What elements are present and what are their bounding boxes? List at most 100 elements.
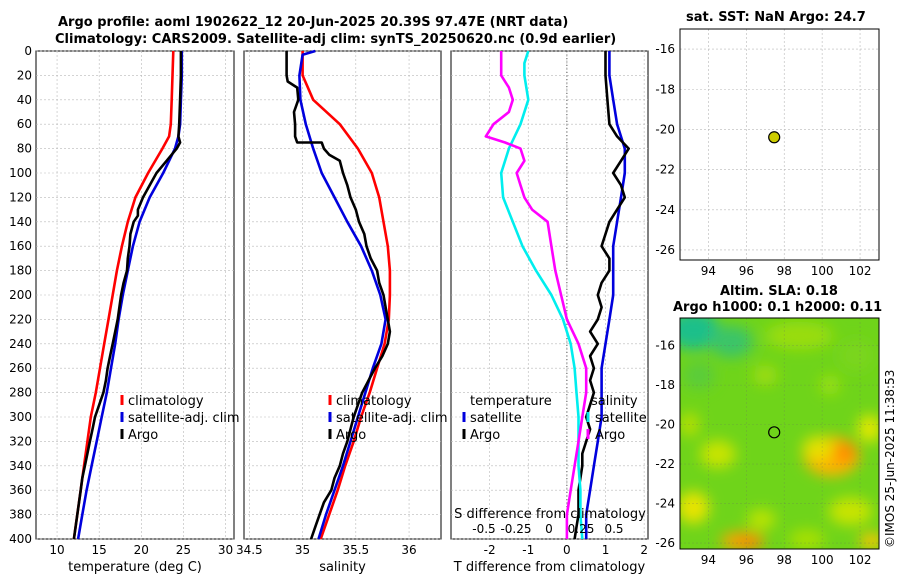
y-tick-label: -22 [655,163,675,177]
x-tick-label: 98 [777,264,792,278]
sla-blob [699,440,736,469]
x-tick-label: 94 [701,553,716,567]
x-tick-label: 94 [701,264,716,278]
y-tick-label: 140 [9,215,32,229]
s-tick-label: 0.25 [568,522,595,536]
y-tick-label: 380 [9,508,32,522]
map-frame [679,28,880,261]
y-tick-label: -22 [655,457,675,471]
y-tick-label: 40 [17,93,32,107]
legend-label: climatology [336,394,412,409]
panel-temperature: 0 20 40 60 80 100 120 140 160 180 200 220 240 260 280 3… [9,44,240,575]
s-tick-label: -0.25 [500,522,531,536]
s-axis-label: S difference from climatology [454,507,646,522]
legend-title: temperature [470,394,552,409]
legend-label: climatology [128,394,204,409]
y-tick-label: -16 [655,339,675,353]
y-tick-label: 300 [9,410,32,424]
y-tick-label: 320 [9,434,32,448]
sla-blob [859,533,879,549]
timestamp-stamp: ©IMOS 25-Jun-2025 11:38:53 [883,370,897,548]
series-line-s-argo [484,51,588,539]
x-tick-label: 98 [777,553,792,567]
series-line-satellite-adj-clim [298,49,387,540]
y-tick-label: 280 [9,386,32,400]
x-tick-label: 10 [49,543,64,557]
x-tick-label: 2 [640,543,648,557]
series-line-argo [285,51,392,540]
y-tick-label: 80 [17,142,32,156]
series-line-climatology [72,50,175,540]
title-line2: Climatology: CARS2009. Satellite-adj cli… [55,32,617,47]
y-tick-label: -24 [655,203,675,217]
sla-blob [828,497,873,526]
legend-label: satellite [470,411,522,426]
y-tick-label: -26 [655,536,675,550]
y-tick-label: 180 [9,264,32,278]
y-tick-label: -20 [655,418,675,432]
x-tick-label: 25 [176,543,191,557]
series-line-argo [72,51,183,540]
legend-label: Argo [128,428,158,443]
x-axis-label: temperature (deg C) [68,560,202,575]
x-tick-label: 96 [739,553,754,567]
y-tick-label: -18 [655,378,675,392]
s-tick-label: 0 [545,522,553,536]
sla-blob [680,412,700,437]
x-tick-label: 20 [134,543,149,557]
sla-blob [680,491,710,524]
sla-blob [738,537,763,549]
legend-label: satellite-adj. clim [336,411,448,426]
x-tick-label: -2 [484,543,496,557]
legend-label: satellite [595,411,647,426]
sla-map-title-1: Altim. SLA: 0.18 [720,284,838,299]
s-tick-label: -0.5 [472,522,495,536]
sla-blob [819,375,840,396]
title-line1: Argo profile: aoml 1902622_12 20-Jun-202… [58,15,569,30]
legend-label: Argo [595,428,625,443]
x-axis-label: T difference from climatology [453,560,646,575]
x-tick-label: 102 [849,553,872,567]
y-tick-label: 120 [9,190,32,204]
x-tick-label: 35.5 [342,543,369,557]
y-tick-label: 400 [9,532,32,546]
sla-blob [709,325,754,358]
sla-blob [802,436,835,461]
sla-blob [753,365,778,386]
legend-title: salinity [591,394,638,409]
x-tick-label: 96 [739,264,754,278]
s-tick-label: 0.5 [604,522,623,536]
sla-blob [832,442,857,463]
y-tick-label: -20 [655,122,675,136]
sst-map-title: sat. SST: NaN Argo: 24.7 [686,10,866,25]
x-tick-label: 36 [401,543,416,557]
sla-map-title-2: Argo h1000: 0.1 h2000: 0.11 [673,300,883,315]
panel-difference: -2 -1 0 1 2 T difference from climatology temp… [450,50,649,575]
y-tick-label: 240 [9,337,32,351]
x-tick-label: 0 [563,543,571,557]
legend-label: Argo [336,428,366,443]
series-line-s-satellite [499,50,584,540]
x-tick-label: 100 [811,553,834,567]
legend-label: satellite-adj. clim [128,411,240,426]
legend-label: Argo [470,428,500,443]
y-tick-label: 60 [17,117,32,131]
y-tick-label: -24 [655,497,675,511]
sla-blob [747,509,776,530]
y-tick-label: 220 [9,312,32,326]
series-line-t-satellite [584,51,627,539]
float-position-marker [768,131,781,144]
x-axis-label: salinity [319,560,366,575]
x-tick-label: 35 [295,543,310,557]
sla-blob [788,529,825,549]
sla-blob [765,321,834,350]
float-position-marker [768,426,781,439]
x-tick-label: 15 [92,543,107,557]
y-tick-label: -26 [655,243,675,257]
x-tick-label: -1 [522,543,534,557]
series-line-climatology [301,51,392,540]
y-tick-label: 160 [9,239,32,253]
panel-sla_map: 94 96 98 100 102 -16 -18 -20 -22 -24 -26 [655,317,880,567]
x-tick-label: 102 [849,264,872,278]
